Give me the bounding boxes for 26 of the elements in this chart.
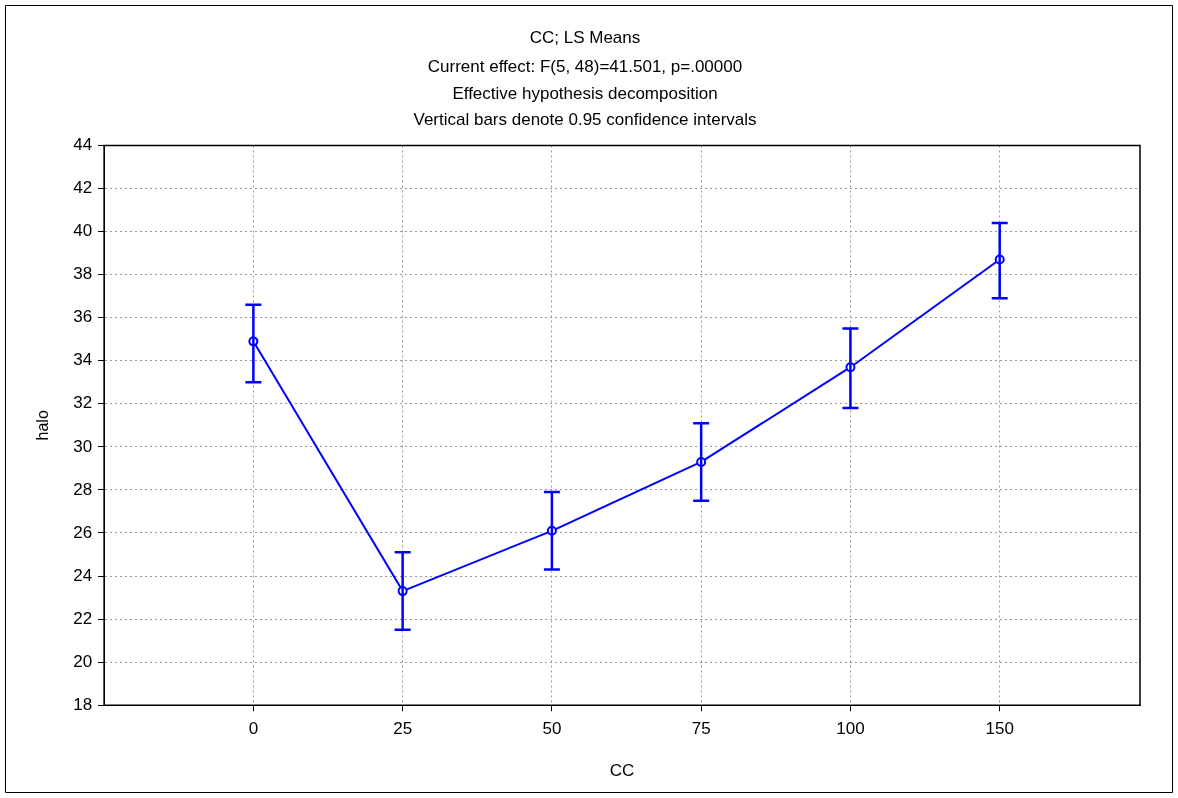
y-tick-label: 32: [73, 393, 93, 413]
x-tick-label: 150: [985, 719, 1014, 739]
y-tick-label: 36: [73, 307, 93, 327]
x-axis-title: CC: [609, 761, 635, 781]
y-tick-label: 20: [73, 651, 93, 671]
x-tick-label: 100: [836, 719, 865, 739]
y-tick-label: 34: [73, 350, 93, 370]
y-tick-label: 28: [73, 479, 93, 499]
chart-title: CC; LS Means: [529, 27, 641, 47]
y-tick-label: 18: [73, 694, 93, 714]
x-tick-label: 50: [542, 719, 562, 739]
y-tick-label: 30: [73, 436, 93, 456]
y-tick-label: 42: [73, 178, 93, 198]
y-axis-title: halo: [34, 410, 52, 441]
text: Effective hypothesis decomposition: [452, 83, 718, 103]
x-tick-label: 75: [691, 719, 711, 739]
y-tick-label: 40: [73, 221, 93, 241]
x-tick-label: 25: [393, 719, 413, 739]
y-tick-label: 38: [73, 264, 93, 284]
y-tick-label: 24: [73, 565, 93, 585]
chart-subtitle: Current effect: F(5, 48)=41.501, p=.00000: [427, 57, 743, 77]
text: Vertical bars denote 0.95 confidence intervals: [413, 109, 757, 129]
x-tick-label: 0: [248, 719, 259, 739]
y-tick-label: 26: [73, 522, 93, 542]
y-tick-label: 44: [73, 135, 93, 155]
y-tick-label: 22: [73, 608, 93, 628]
